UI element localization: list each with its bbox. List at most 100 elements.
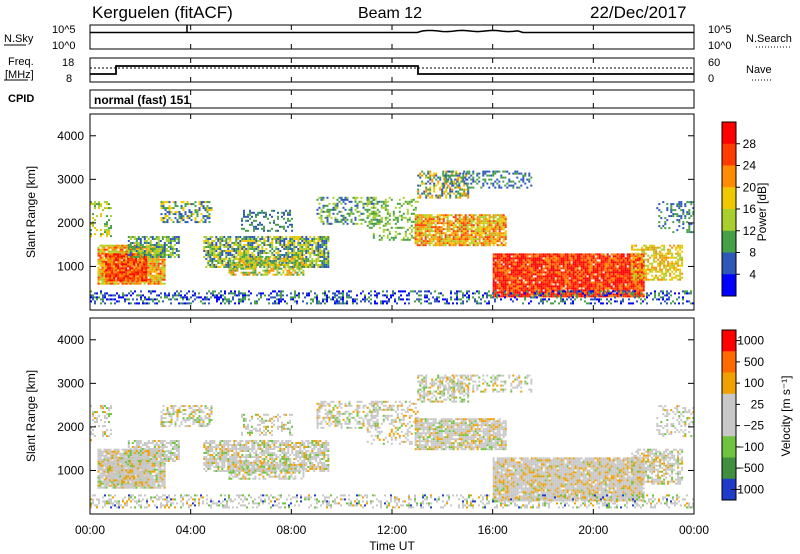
range-cell bbox=[430, 228, 433, 231]
range-cell bbox=[111, 279, 114, 282]
range-cell bbox=[496, 261, 499, 264]
range-cell bbox=[461, 192, 464, 195]
range-cell bbox=[251, 246, 254, 248]
range-cell bbox=[133, 271, 136, 274]
range-cell bbox=[610, 259, 613, 262]
range-cell bbox=[159, 256, 162, 258]
range-cell bbox=[602, 267, 605, 270]
range-cell bbox=[492, 255, 495, 258]
range-cell bbox=[417, 174, 420, 177]
range-cell bbox=[500, 253, 503, 256]
range-cell bbox=[419, 196, 422, 199]
range-cell bbox=[598, 281, 601, 284]
range-cell bbox=[522, 267, 525, 270]
range-cell bbox=[149, 244, 152, 246]
range-cell bbox=[247, 215, 249, 218]
range-cell bbox=[358, 210, 361, 213]
range-cell bbox=[111, 282, 114, 285]
range-cell bbox=[596, 295, 599, 298]
range-cell bbox=[568, 261, 571, 264]
range-cell bbox=[302, 263, 305, 266]
range-cell bbox=[137, 244, 140, 246]
range-cell bbox=[237, 238, 240, 240]
range-cell bbox=[456, 238, 459, 241]
range-cell bbox=[289, 266, 292, 268]
range-cell bbox=[125, 248, 128, 251]
range-cell bbox=[512, 279, 515, 282]
range-cell bbox=[560, 263, 563, 266]
range-cell bbox=[496, 255, 499, 258]
range-cell bbox=[462, 176, 465, 179]
range-cell bbox=[131, 250, 134, 253]
range-cell bbox=[133, 273, 136, 276]
range-cell bbox=[370, 222, 373, 225]
range-cell bbox=[123, 253, 126, 256]
range-cell bbox=[225, 246, 228, 248]
range-cell bbox=[602, 263, 605, 266]
range-cell bbox=[438, 214, 441, 217]
range-cell bbox=[488, 240, 491, 243]
range-cell bbox=[504, 236, 507, 239]
range-cell bbox=[612, 277, 615, 280]
range-cell bbox=[167, 250, 170, 252]
range-cell bbox=[106, 223, 108, 226]
range-cell bbox=[429, 196, 432, 199]
range-cell bbox=[550, 259, 553, 262]
range-cell bbox=[478, 230, 481, 233]
range-cell bbox=[384, 222, 387, 225]
range-cell bbox=[269, 256, 272, 258]
range-cell bbox=[544, 281, 547, 284]
range-cell bbox=[207, 254, 210, 256]
range-cell bbox=[283, 213, 285, 216]
range-cell bbox=[233, 250, 236, 252]
range-cell bbox=[494, 267, 497, 270]
range-cell bbox=[454, 232, 457, 235]
range-cell bbox=[578, 273, 581, 276]
range-cell bbox=[508, 257, 511, 260]
range-cell bbox=[482, 224, 485, 227]
range-cell bbox=[206, 209, 209, 212]
range-cell bbox=[309, 242, 312, 244]
range-cell bbox=[419, 172, 422, 175]
range-cell bbox=[235, 250, 238, 252]
range-cell bbox=[267, 236, 270, 238]
range-cell bbox=[234, 257, 237, 260]
range-cell bbox=[488, 174, 491, 177]
range-cell bbox=[372, 196, 375, 199]
range-cell bbox=[596, 273, 599, 276]
range-cell bbox=[231, 256, 234, 258]
range-cell bbox=[394, 222, 397, 225]
range-cell bbox=[546, 271, 549, 274]
range-cell bbox=[514, 267, 517, 270]
range-cell bbox=[602, 281, 605, 284]
range-cell bbox=[119, 244, 122, 247]
range-cell bbox=[107, 244, 110, 247]
range-cell bbox=[147, 256, 150, 258]
range-cell bbox=[427, 180, 430, 183]
range-cell bbox=[232, 267, 235, 270]
range-cell bbox=[548, 279, 551, 282]
range-cell bbox=[129, 282, 132, 285]
range-cell bbox=[100, 205, 102, 208]
range-cell bbox=[190, 203, 193, 206]
range-cell bbox=[368, 220, 371, 223]
range-cell bbox=[598, 273, 601, 276]
range-cell bbox=[566, 261, 569, 264]
range-cell bbox=[97, 246, 100, 249]
range-cell bbox=[155, 276, 158, 279]
range-cell bbox=[408, 200, 411, 203]
range-cell bbox=[458, 224, 461, 227]
range-cell bbox=[127, 246, 130, 248]
range-cell bbox=[298, 273, 301, 276]
range-cell bbox=[233, 256, 236, 258]
range-cell bbox=[374, 214, 377, 217]
range-cell bbox=[522, 289, 525, 292]
range-cell bbox=[135, 273, 138, 276]
range-cell bbox=[131, 277, 134, 280]
range-cell bbox=[498, 271, 501, 274]
range-cell bbox=[452, 236, 455, 239]
range-cell bbox=[182, 217, 185, 220]
range-cell bbox=[568, 267, 571, 270]
range-cell bbox=[276, 265, 279, 268]
range-cell bbox=[582, 253, 585, 256]
